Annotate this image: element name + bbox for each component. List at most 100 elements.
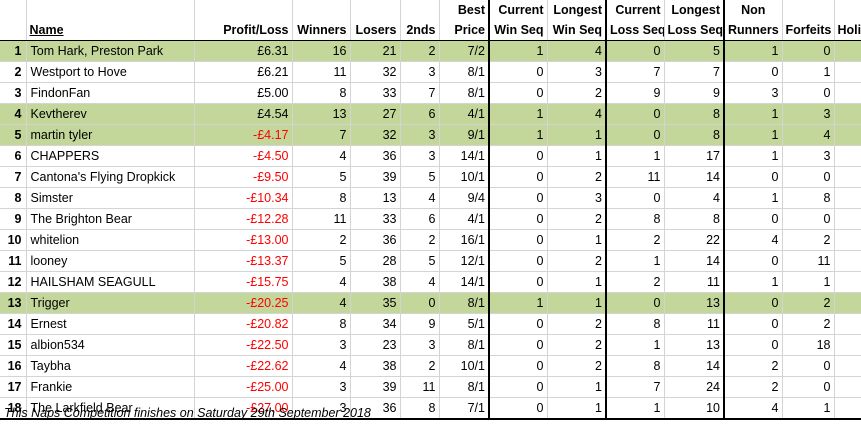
rank-cell[interactable]: 9 xyxy=(0,208,27,230)
holiday-cell[interactable]: 0 xyxy=(834,250,861,272)
profit-loss-cell[interactable]: £5.00 xyxy=(194,82,293,104)
table-row[interactable]: 7 Cantona's Flying Dropkick -£9.50 5 39 5 10/1… xyxy=(0,166,861,188)
rank-cell[interactable]: 8 xyxy=(0,187,27,209)
header-profit-loss[interactable]: Profit/Loss xyxy=(194,20,293,41)
longest-loss-seq-cell[interactable]: 14 xyxy=(664,355,725,377)
header-name[interactable]: Name xyxy=(26,20,195,41)
seconds-cell[interactable]: 6 xyxy=(400,103,440,125)
holiday-cell[interactable]: 0 xyxy=(834,313,861,335)
holiday-cell[interactable]: 0 xyxy=(834,376,861,398)
profit-loss-cell[interactable]: -£20.25 xyxy=(194,292,293,314)
name-cell[interactable]: Ernest xyxy=(26,313,195,335)
losers-cell[interactable]: 21 xyxy=(350,40,401,62)
non-runners-cell[interactable]: 1 xyxy=(724,187,783,209)
winners-cell[interactable]: 8 xyxy=(292,82,351,104)
non-runners-cell[interactable]: 4 xyxy=(724,397,783,420)
profit-loss-cell[interactable]: -£9.50 xyxy=(194,166,293,188)
rank-cell[interactable]: 12 xyxy=(0,271,27,293)
profit-loss-cell[interactable]: -£22.50 xyxy=(194,334,293,356)
seconds-cell[interactable]: 9 xyxy=(400,313,440,335)
profit-loss-cell[interactable]: £6.21 xyxy=(194,61,293,83)
winners-cell[interactable]: 11 xyxy=(292,208,351,230)
longest-loss-seq-cell[interactable]: 11 xyxy=(664,271,725,293)
seconds-cell[interactable]: 5 xyxy=(400,250,440,272)
profit-loss-cell[interactable]: -£27.00 xyxy=(194,397,293,420)
seconds-cell[interactable]: 8 xyxy=(400,397,440,420)
seconds-cell[interactable]: 4 xyxy=(400,271,440,293)
rank-cell[interactable]: 16 xyxy=(0,355,27,377)
best-price-cell[interactable]: 10/1 xyxy=(439,355,490,377)
non-runners-cell[interactable]: 0 xyxy=(724,313,783,335)
holiday-cell[interactable]: 0 xyxy=(834,82,861,104)
profit-loss-cell[interactable]: -£12.28 xyxy=(194,208,293,230)
losers-cell[interactable]: 33 xyxy=(350,208,401,230)
holiday-cell[interactable]: 0 xyxy=(834,208,861,230)
winners-cell[interactable]: 5 xyxy=(292,250,351,272)
holiday-cell[interactable]: 0 xyxy=(834,334,861,356)
best-price-cell[interactable]: 12/1 xyxy=(439,250,490,272)
losers-cell[interactable]: 38 xyxy=(350,271,401,293)
winners-cell[interactable]: 8 xyxy=(292,187,351,209)
longest-win-seq-cell[interactable]: 1 xyxy=(547,271,607,293)
current-loss-seq-cell[interactable]: 2 xyxy=(606,271,665,293)
longest-loss-seq-cell[interactable]: 13 xyxy=(664,334,725,356)
rank-cell[interactable]: 15 xyxy=(0,334,27,356)
current-win-seq-cell[interactable]: 0 xyxy=(489,166,548,188)
header-cell[interactable]: Best xyxy=(439,0,490,20)
longest-win-seq-cell[interactable]: 1 xyxy=(547,376,607,398)
table-row[interactable]: 18 The Larkfield Bear -£27.00 3 36 8 7/1 0 1 1 10 4… xyxy=(0,397,861,420)
longest-loss-seq-cell[interactable]: 13 xyxy=(664,292,725,314)
header-cell[interactable] xyxy=(834,0,861,20)
current-loss-seq-cell[interactable]: 2 xyxy=(606,229,665,251)
profit-loss-cell[interactable]: £6.31 xyxy=(194,40,293,62)
non-runners-cell[interactable]: 3 xyxy=(724,82,783,104)
holiday-cell[interactable]: 0 xyxy=(834,103,861,125)
current-win-seq-cell[interactable]: 0 xyxy=(489,82,548,104)
non-runners-cell[interactable]: 0 xyxy=(724,292,783,314)
longest-loss-seq-cell[interactable]: 14 xyxy=(664,250,725,272)
header-cell[interactable] xyxy=(782,0,835,20)
header-cell[interactable]: Current xyxy=(606,0,665,20)
longest-win-seq-cell[interactable]: 2 xyxy=(547,313,607,335)
forfeits-cell[interactable]: 2 xyxy=(782,292,835,314)
seconds-cell[interactable]: 2 xyxy=(400,40,440,62)
name-cell[interactable]: CHAPPERS xyxy=(26,145,195,167)
profit-loss-cell[interactable]: £4.54 xyxy=(194,103,293,125)
forfeits-cell[interactable]: 0 xyxy=(782,82,835,104)
current-win-seq-cell[interactable]: 0 xyxy=(489,397,548,420)
forfeits-cell[interactable]: 8 xyxy=(782,187,835,209)
longest-loss-seq-cell[interactable]: 8 xyxy=(664,103,725,125)
winners-cell[interactable]: 5 xyxy=(292,166,351,188)
current-win-seq-cell[interactable]: 1 xyxy=(489,124,548,146)
header-cell[interactable] xyxy=(0,20,27,41)
losers-cell[interactable]: 28 xyxy=(350,250,401,272)
header-holiday[interactable]: Holiday xyxy=(834,20,861,41)
name-cell[interactable]: looney xyxy=(26,250,195,272)
rank-cell[interactable]: 4 xyxy=(0,103,27,125)
winners-cell[interactable]: 4 xyxy=(292,355,351,377)
seconds-cell[interactable]: 3 xyxy=(400,145,440,167)
profit-loss-cell[interactable]: -£4.17 xyxy=(194,124,293,146)
forfeits-cell[interactable]: 0 xyxy=(782,376,835,398)
losers-cell[interactable]: 33 xyxy=(350,82,401,104)
seconds-cell[interactable]: 4 xyxy=(400,187,440,209)
longest-loss-seq-cell[interactable]: 4 xyxy=(664,187,725,209)
header-cell[interactable] xyxy=(350,0,401,20)
rank-cell[interactable]: 2 xyxy=(0,61,27,83)
forfeits-cell[interactable]: 3 xyxy=(782,103,835,125)
longest-loss-seq-cell[interactable]: 22 xyxy=(664,229,725,251)
longest-win-seq-cell[interactable]: 1 xyxy=(547,397,607,420)
best-price-cell[interactable]: 14/1 xyxy=(439,145,490,167)
best-price-cell[interactable]: 4/1 xyxy=(439,208,490,230)
forfeits-cell[interactable]: 0 xyxy=(782,40,835,62)
current-win-seq-cell[interactable]: 1 xyxy=(489,292,548,314)
non-runners-cell[interactable]: 2 xyxy=(724,355,783,377)
header-forfeits[interactable]: Forfeits xyxy=(782,20,835,41)
header-non-runners[interactable]: Runners xyxy=(724,20,783,41)
forfeits-cell[interactable]: 0 xyxy=(782,208,835,230)
best-price-cell[interactable]: 8/1 xyxy=(439,82,490,104)
longest-win-seq-cell[interactable]: 3 xyxy=(547,187,607,209)
header-best-price[interactable]: Price xyxy=(439,20,490,41)
